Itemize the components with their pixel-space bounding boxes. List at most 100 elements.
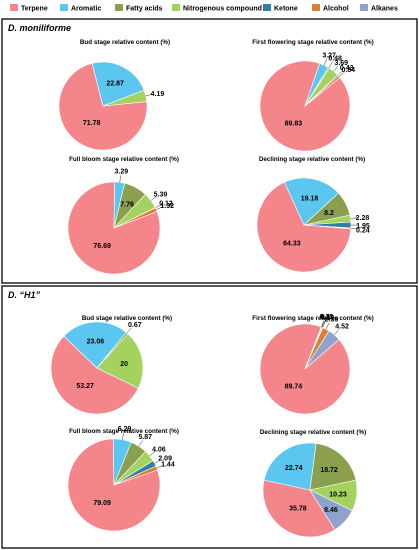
leader-line bbox=[350, 228, 358, 230]
data-label-terpene: 89.74 bbox=[285, 384, 303, 391]
pie-chart-5: Bud stage relative content (%) 53.27 23.06… bbox=[50, 315, 172, 415]
legend: Terpene Aromatic Fatty acids Nitrogenous co… bbox=[10, 4, 398, 13]
pie-title: Declining stage relative content (%) bbox=[260, 429, 366, 436]
data-label-aromatic: 3.29 bbox=[114, 168, 128, 175]
leader-line bbox=[138, 440, 143, 447]
pie-slice-nitrogenous-compound bbox=[102, 89, 148, 107]
legend-label-ketone: Ketone bbox=[274, 6, 298, 13]
legend-label-nitrogenous-compound: Nitrogenous compound bbox=[183, 6, 262, 13]
leader-line bbox=[119, 175, 121, 183]
pie-charts: Bud stage relative content (%) 71.78 22.87… bbox=[50, 39, 374, 538]
legend-label-terpene: Terpene bbox=[21, 6, 48, 13]
pie-slice-alcohol bbox=[303, 224, 352, 230]
data-label-fatty-acids: 5.87 bbox=[138, 434, 152, 441]
pie-title: Full bloom stage relative content (%) bbox=[69, 156, 179, 163]
leader-line bbox=[328, 61, 333, 68]
pie-chart-2: First flowering stage relative content (… bbox=[252, 39, 374, 152]
panel-title-h1: D. “H1” bbox=[8, 290, 41, 300]
pie-title: First flowering stage relative content (… bbox=[252, 39, 373, 46]
data-label-terpene: 89.83 bbox=[285, 121, 303, 128]
data-label-ketone: 1.95 bbox=[356, 223, 370, 230]
legend-swatch-alcohol bbox=[312, 4, 320, 11]
data-label-nitrogenous-compound: 2.28 bbox=[356, 215, 370, 222]
data-label-aromatic: 0.1 bbox=[321, 314, 331, 321]
pie-slice-alkanes bbox=[309, 489, 353, 531]
pie-slice-aromatic bbox=[263, 442, 317, 491]
pie-slice-aromatic bbox=[284, 177, 339, 226]
pie-chart-4: Declining stage relative content (%) 64.3… bbox=[256, 156, 370, 273]
data-label-ketone: 0.43 bbox=[340, 65, 354, 72]
leader-line bbox=[325, 322, 330, 330]
data-label-fatty-acids: 0.67 bbox=[128, 322, 142, 329]
leader-line bbox=[122, 432, 124, 440]
legend-swatch-aromatic bbox=[60, 4, 68, 11]
leader-line bbox=[126, 327, 132, 334]
data-label-fatty-acids: 18.72 bbox=[320, 467, 338, 474]
leader-line bbox=[145, 93, 153, 97]
data-label-alcohol: 1.44 bbox=[161, 462, 175, 469]
data-label-ketone: 2.09 bbox=[158, 456, 172, 463]
legend-label-alcohol: Alcohol bbox=[323, 6, 349, 13]
data-label-aromatic: 6.29 bbox=[118, 426, 132, 433]
pie-slice-aromatic bbox=[63, 321, 127, 369]
pie-chart-8: Declining stage relative content (%) 35.7… bbox=[260, 429, 366, 538]
legend-swatch-terpene bbox=[10, 4, 18, 11]
leader-line bbox=[338, 71, 345, 77]
pie-title: First flowering stage relative content (… bbox=[252, 315, 373, 322]
panel-frame-moniliforme bbox=[1, 18, 418, 284]
leader-line bbox=[322, 321, 326, 328]
panel-frame-h1 bbox=[1, 285, 418, 549]
legend-swatch-fatty-acids bbox=[115, 4, 123, 11]
pie-title: Bud stage relative content (%) bbox=[80, 39, 170, 46]
data-label-terpene: 53.27 bbox=[76, 383, 94, 390]
data-label-terpene: 64.33 bbox=[283, 240, 301, 247]
data-label-alkanes: 4.52 bbox=[335, 324, 349, 331]
pie-chart-3: Full bloom stage relative content (%) 76.… bbox=[67, 156, 179, 275]
data-label-nitrogenous-compound: 5.39 bbox=[154, 191, 168, 198]
leader-line bbox=[150, 196, 157, 201]
leader-line bbox=[337, 70, 344, 76]
data-label-alkanes: 8.46 bbox=[324, 507, 338, 514]
data-label-nitrogenous-compound: 10.23 bbox=[329, 491, 347, 498]
leader-line bbox=[321, 320, 325, 328]
pie-slice-terpene bbox=[256, 181, 352, 273]
data-label-nitrogenous-compound: 4.19 bbox=[151, 91, 165, 98]
legend-swatch-nitrogenous-compound bbox=[172, 4, 180, 11]
data-label-aromatic: 23.06 bbox=[87, 338, 105, 345]
legend-label-aromatic: Aromatic bbox=[71, 6, 101, 13]
pie-slice-terpene bbox=[67, 438, 161, 532]
pie-slice-fatty-acids bbox=[309, 443, 357, 491]
data-label-terpene: 71.78 bbox=[83, 120, 101, 127]
data-label-alcohol: 1.32 bbox=[160, 203, 174, 210]
data-label-alcohol: 0.84 bbox=[341, 67, 355, 74]
panel-title-moniliforme: D. moniliforme bbox=[8, 23, 71, 33]
data-label-aromatic: 22.87 bbox=[106, 81, 124, 88]
data-label-nitrogenous-compound: 3.69 bbox=[334, 60, 348, 67]
data-label-fatty-acids: 0.48 bbox=[328, 56, 342, 63]
leader-line bbox=[156, 465, 164, 469]
leader-line bbox=[350, 217, 358, 219]
legend-label-alkanes: Alkanes bbox=[371, 6, 398, 13]
legend-swatch-ketone bbox=[263, 4, 271, 11]
data-label-terpene: 76.69 bbox=[93, 243, 111, 250]
leader-line bbox=[155, 204, 162, 208]
data-label-aromatic: 22.74 bbox=[285, 465, 303, 472]
pie-chart-1: Bud stage relative content (%) 71.78 22.87… bbox=[58, 39, 170, 151]
legend-swatch-alkanes bbox=[360, 4, 368, 11]
pie-title: Full bloom stage relative content (%) bbox=[69, 428, 179, 435]
data-label-nitrogenous-compound: 4.06 bbox=[152, 446, 166, 453]
pie-chart-7: Full bloom stage relative content (%) 79.… bbox=[67, 426, 179, 532]
pie-title: Bud stage relative content (%) bbox=[82, 315, 172, 322]
legend-label-fatty-acids: Fatty acids bbox=[126, 6, 163, 13]
leader-line bbox=[149, 451, 156, 457]
leader-line bbox=[333, 65, 339, 72]
pie-title: Declining stage relative content (%) bbox=[259, 156, 365, 163]
leader-line bbox=[154, 459, 161, 464]
pie-slice-terpene bbox=[262, 479, 336, 538]
leader-line bbox=[334, 329, 340, 335]
pie-slice-terpene bbox=[259, 323, 351, 415]
data-label-fatty-acids: 0.33 bbox=[320, 314, 334, 321]
data-label-aromatic: 3.27 bbox=[322, 52, 336, 59]
pie-chart-6: First flowering stage relative content (… bbox=[252, 314, 374, 415]
